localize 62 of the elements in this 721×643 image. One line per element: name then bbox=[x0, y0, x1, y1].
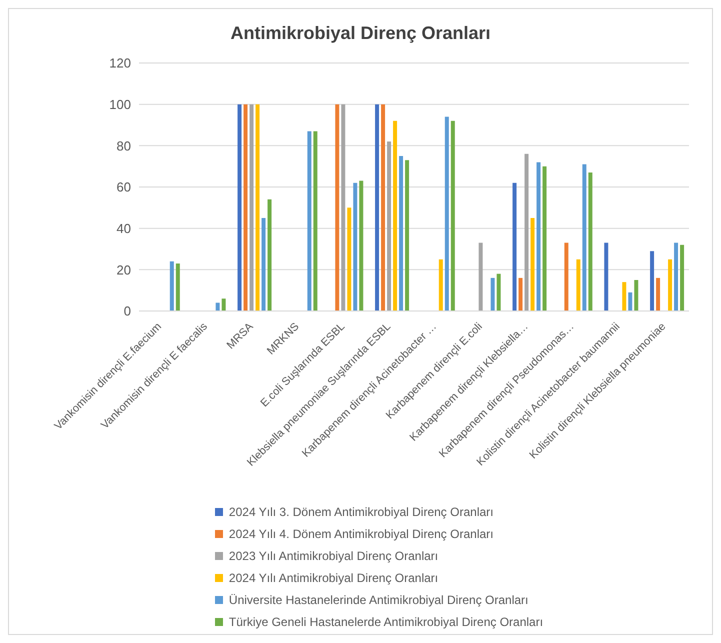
bar bbox=[588, 172, 592, 311]
y-tick-label: 120 bbox=[109, 56, 131, 71]
bar bbox=[438, 259, 443, 311]
bar bbox=[674, 242, 678, 311]
bar bbox=[381, 104, 386, 311]
bar bbox=[387, 142, 392, 311]
bar bbox=[307, 131, 312, 311]
bar bbox=[604, 242, 608, 311]
bar bbox=[444, 116, 449, 311]
bar bbox=[244, 104, 248, 311]
bar bbox=[496, 274, 501, 311]
legend-label: Üniversite Hastanelerinde Antimikrobiyal Direnç Oranları bbox=[228, 592, 528, 609]
bar bbox=[576, 259, 580, 311]
y-tick-label: 80 bbox=[116, 138, 131, 154]
bar bbox=[490, 278, 495, 311]
bar bbox=[628, 292, 632, 311]
legend-label: 2024 Yılı 3. Dönem Antimikrobiyal Direnç Oranları bbox=[228, 504, 494, 521]
y-tick-label: 40 bbox=[116, 220, 131, 236]
bar bbox=[530, 218, 535, 311]
bar bbox=[262, 218, 266, 311]
legend-label: 2024 Yılı Antimikrobiyal Direnç Oranları bbox=[228, 570, 438, 587]
bar bbox=[524, 154, 529, 311]
bar bbox=[238, 104, 242, 311]
legend-label: Türkiye Geneli Hastanelerde Antimikrobiyal Direnç Oranları bbox=[228, 614, 544, 631]
legend-label: 2023 Yılı Antimikrobiyal Direnç Oranları bbox=[228, 548, 438, 565]
bar bbox=[359, 180, 364, 311]
bar bbox=[656, 278, 660, 311]
bar bbox=[650, 251, 654, 311]
bar bbox=[353, 182, 358, 311]
bar bbox=[399, 156, 404, 311]
chart-title: Antimikrobiyal Direnç Oranları bbox=[229, 22, 492, 45]
bar bbox=[622, 282, 626, 311]
bar bbox=[347, 208, 352, 311]
bar bbox=[176, 263, 180, 311]
bar bbox=[668, 259, 672, 311]
bar bbox=[375, 104, 380, 311]
bar bbox=[512, 182, 517, 311]
y-tick-label: 100 bbox=[109, 96, 131, 112]
bar bbox=[170, 261, 174, 311]
bar bbox=[393, 120, 398, 311]
bar bbox=[256, 104, 260, 311]
bar bbox=[478, 242, 483, 311]
bar bbox=[341, 104, 346, 311]
bar bbox=[536, 162, 541, 311]
y-tick-label: 60 bbox=[116, 180, 131, 195]
bar bbox=[250, 104, 254, 311]
bar bbox=[634, 280, 638, 311]
bar bbox=[564, 242, 568, 311]
bar bbox=[335, 104, 340, 311]
bar bbox=[680, 244, 684, 311]
bar bbox=[268, 199, 272, 311]
bar bbox=[313, 131, 318, 311]
legend-label: 2024 Yılı 4. Dönem Antimikrobiyal Direnç Oranları bbox=[228, 526, 494, 543]
bar bbox=[222, 298, 226, 311]
bar bbox=[216, 302, 220, 311]
bar bbox=[405, 160, 410, 311]
y-tick-label: 0 bbox=[124, 304, 131, 319]
bar bbox=[450, 120, 455, 311]
bar bbox=[582, 164, 586, 311]
bar bbox=[518, 278, 523, 311]
y-tick-label: 20 bbox=[116, 262, 131, 278]
bar bbox=[542, 166, 547, 311]
